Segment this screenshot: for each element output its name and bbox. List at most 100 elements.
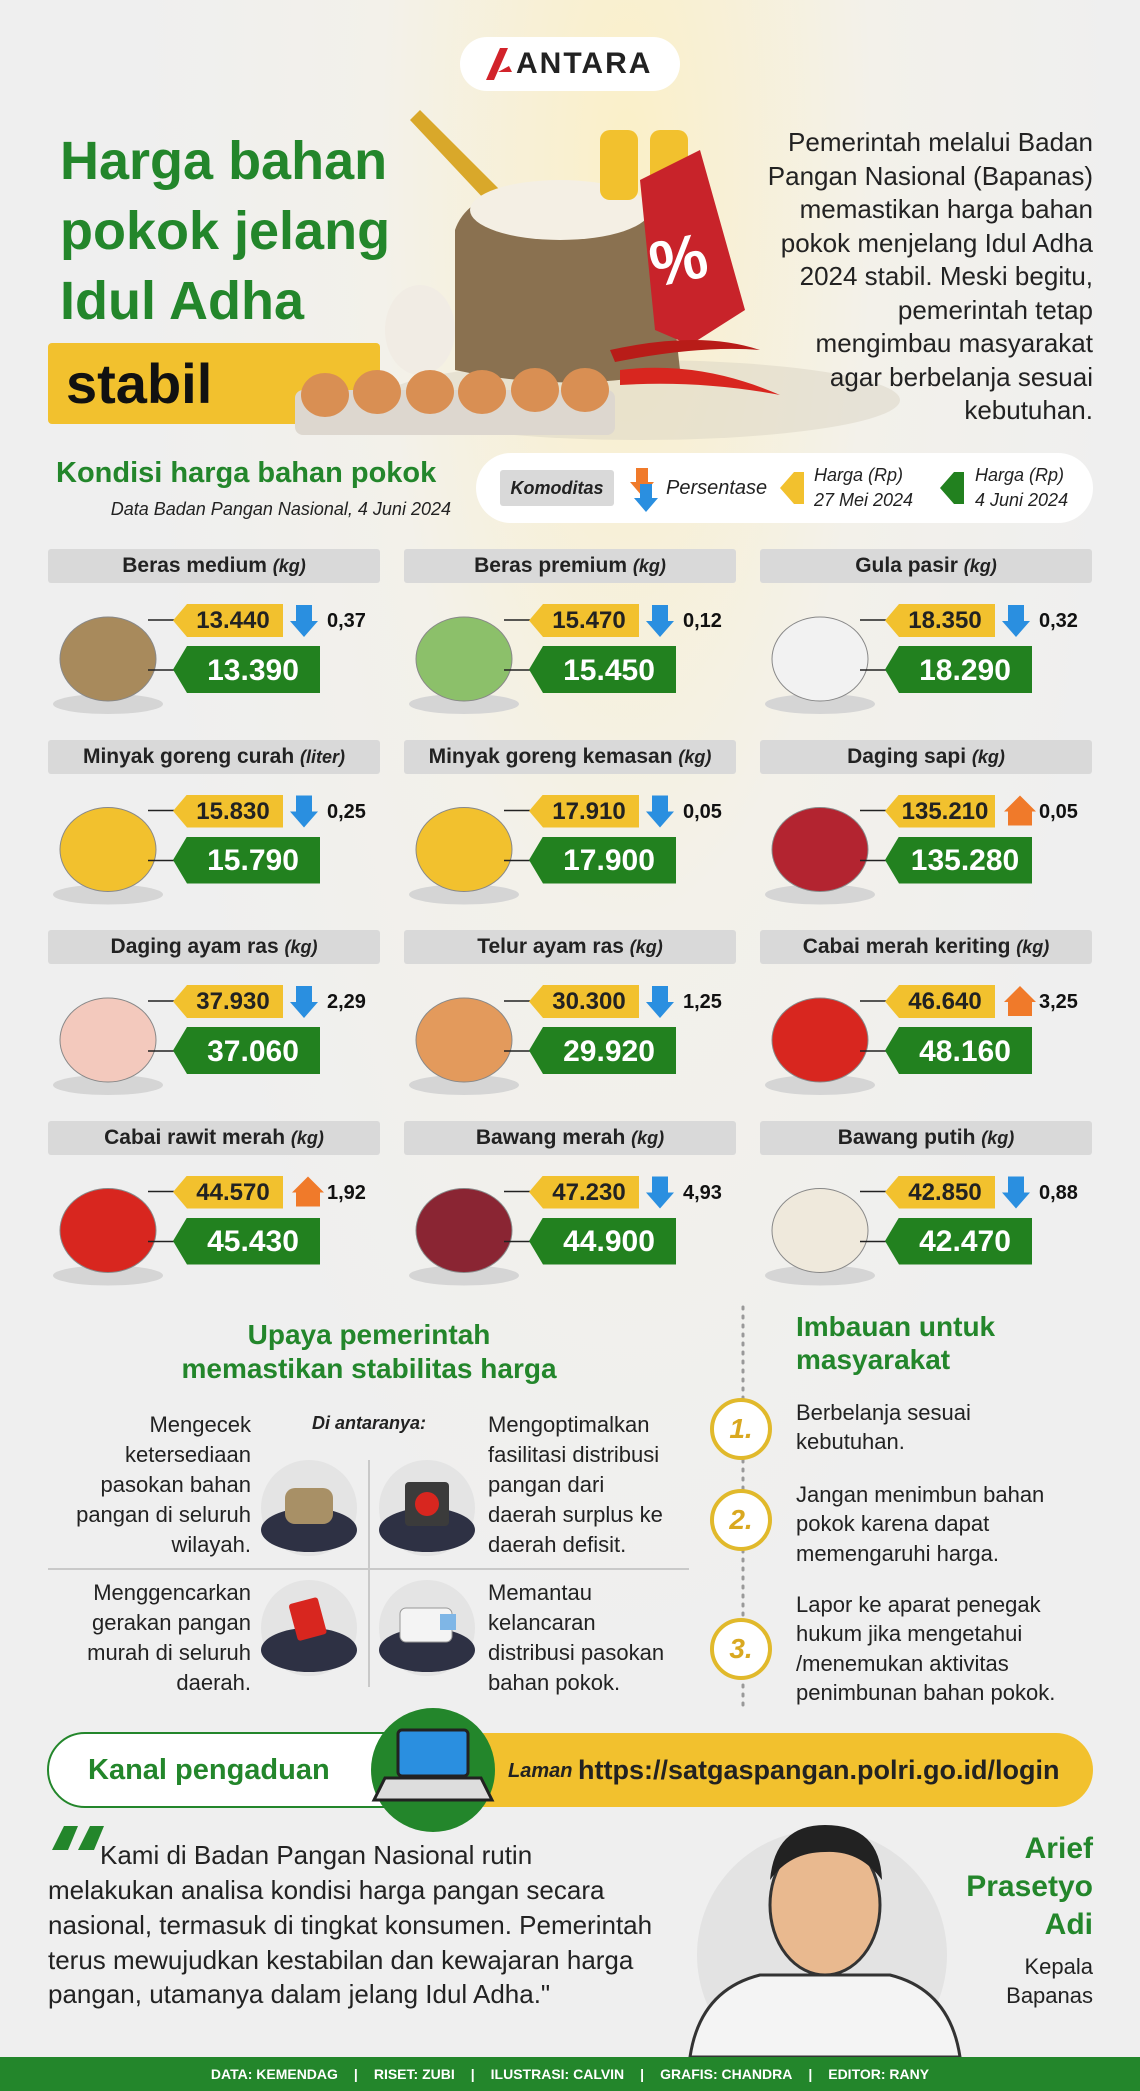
price-before-tag <box>529 1175 639 1209</box>
price-before-tag <box>173 985 283 1018</box>
price-before: 47.230 <box>552 1178 626 1206</box>
commodity-header <box>48 930 380 964</box>
complaint-url: https://satgaspangan.polri.go.id/login <box>578 1755 1060 1785</box>
name: Minyak goreng curah <box>82 744 301 768</box>
price-after-tag <box>529 646 676 693</box>
icon-part <box>409 884 519 905</box>
icon-part <box>53 884 163 905</box>
price-before: 17.910 <box>552 797 626 825</box>
commodity-name: Daging ayam ras (kg) <box>48 930 380 964</box>
icon-part <box>415 1188 513 1273</box>
price-after: 17.900 <box>563 844 655 877</box>
icon-part <box>765 1075 875 1095</box>
percent-change: 1,25 <box>683 991 722 1013</box>
quote-line: melakukan analisa kondisi harga pangan s… <box>48 1874 605 1905</box>
efforts-title: memastikan stabilitas harga <box>181 1352 557 1384</box>
percent-change: 0,32 <box>1039 610 1078 632</box>
commodity-header <box>760 739 1092 774</box>
commodity-name: Cabai merah keriting (kg) <box>760 930 1092 964</box>
unit: (kg) <box>981 1127 1015 1148</box>
icon-part <box>290 605 318 637</box>
price-after: 29.920 <box>563 1034 655 1068</box>
price-before: 46.640 <box>908 988 982 1016</box>
price-after-tag <box>173 1217 320 1265</box>
unit: (kg) <box>971 746 1005 767</box>
credit: DATA: KEMENDAG <box>210 2066 338 2082</box>
separator: | <box>640 2066 645 2082</box>
price-before-tag <box>885 604 995 637</box>
commodity-header <box>404 739 736 774</box>
title-line: pokok jelang <box>60 200 391 261</box>
commodity-name: Minyak goreng curah (liter) <box>48 740 380 774</box>
intro-line: pemerintah tetap <box>897 294 1093 325</box>
commodity-header <box>760 549 1092 583</box>
price-after: 15.450 <box>563 653 655 687</box>
speaker-name: Adi <box>1044 1907 1093 1941</box>
icon-part <box>59 616 157 702</box>
appeal-line: hukum jika mengetahui <box>796 1621 1023 1647</box>
name: Daging sapi <box>847 744 972 768</box>
name: Bawang putih <box>837 1125 982 1149</box>
speaker-role: Kepala <box>1024 1953 1093 1979</box>
commodity-name: Daging sapi (kg) <box>760 740 1092 774</box>
intro-line: mengimbau masyarakat <box>815 328 1093 359</box>
price-before-tag <box>529 985 639 1018</box>
appeal-line: /menemukan aktivitas <box>796 1650 1009 1676</box>
icon-part <box>409 694 519 714</box>
appeal-line: Berbelanja sesuai <box>796 1399 971 1425</box>
appeal-number: 2. <box>729 1503 753 1535</box>
icon-part <box>53 1265 163 1286</box>
separator: | <box>470 2066 475 2082</box>
logo: ANTARA <box>516 47 653 80</box>
price-after-tag <box>173 646 320 693</box>
icon-part <box>1004 986 1036 1016</box>
credit: ILUSTRASI: CALVIN <box>490 2066 625 2082</box>
icon-part <box>53 694 163 714</box>
unit: (liter) <box>300 746 346 767</box>
price-before: 15.470 <box>552 607 626 635</box>
price-before: 30.300 <box>552 988 626 1016</box>
icon-part <box>771 616 869 702</box>
section-title: Kondisi harga bahan pokok <box>56 457 437 489</box>
effort-line: daerah defisit. <box>488 1531 627 1557</box>
price-before-tag <box>173 604 283 637</box>
price-after: 13.390 <box>207 653 299 687</box>
icon-part <box>290 986 318 1018</box>
effort-line: wilayah. <box>171 1531 251 1557</box>
name: Beras premium <box>474 554 633 577</box>
price-after-tag <box>173 836 320 884</box>
percent-change: 0,25 <box>327 800 366 823</box>
effort-line: bahan pokok. <box>488 1669 621 1695</box>
commodity-name: Cabai rawit merah (kg) <box>48 1121 380 1155</box>
quote-line: terus mewujudkan kestabilan dan kewajara… <box>48 1944 634 1975</box>
appeal-line: penimbunan bahan pokok. <box>796 1680 1056 1706</box>
unit: (kg) <box>632 556 666 576</box>
commodity-name: Beras premium (kg) <box>404 549 736 583</box>
percent-change: 0,12 <box>683 610 722 632</box>
price-after-tag <box>529 836 676 884</box>
unit: (kg) <box>678 746 712 767</box>
efforts-subtitle: Di antaranya: <box>311 1413 427 1433</box>
price-before-tag <box>173 794 283 828</box>
icon-part <box>415 616 513 702</box>
icon-part <box>59 997 157 1083</box>
icon-part <box>292 1176 324 1207</box>
percent-change: 0,88 <box>1039 1181 1078 1204</box>
commodity-header <box>404 930 736 964</box>
price-after-tag <box>529 1217 676 1265</box>
price-before: 42.850 <box>908 1178 982 1206</box>
icon-part <box>765 694 875 714</box>
effort-line: pangan di seluruh <box>76 1501 251 1527</box>
price-after: 42.470 <box>919 1225 1011 1258</box>
price-before: 44.570 <box>196 1178 270 1206</box>
effort-line: gerakan pangan <box>91 1609 251 1635</box>
icon-part <box>290 795 318 828</box>
icon-part <box>646 795 674 828</box>
price-after: 48.160 <box>919 1034 1011 1068</box>
intro-line: Pangan Nasional (Bapanas) <box>767 160 1093 191</box>
logo-pill <box>460 37 680 91</box>
commodity-header <box>48 1120 380 1155</box>
commodity-header <box>48 549 380 583</box>
commodity-header <box>760 930 1092 964</box>
